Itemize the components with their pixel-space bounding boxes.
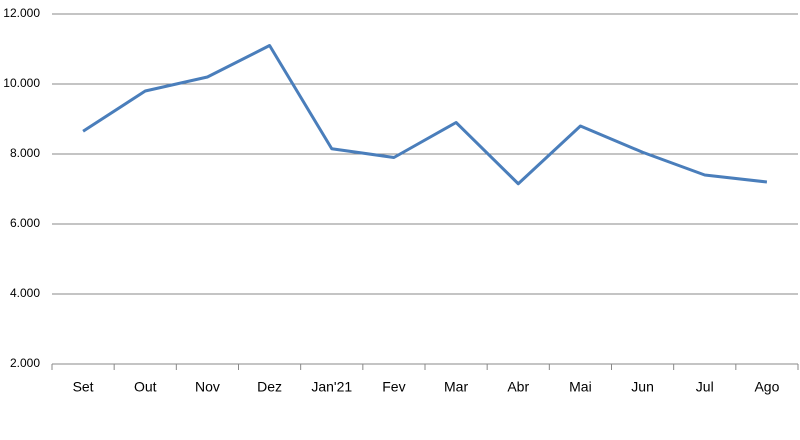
data-line bbox=[82, 44, 768, 186]
x-tick-label: Mar bbox=[444, 379, 468, 395]
y-tick-label: 8.000 bbox=[10, 146, 40, 160]
x-tick-label: Out bbox=[134, 379, 157, 395]
x-tick-label: Dez bbox=[257, 379, 282, 395]
y-tick-label: 4.000 bbox=[10, 286, 40, 300]
x-tick-label: Set bbox=[73, 379, 94, 395]
x-tick-label: Jan'21 bbox=[311, 379, 352, 395]
x-tick-label: Ago bbox=[754, 379, 779, 395]
x-tick-label: Nov bbox=[195, 379, 220, 395]
x-tick-label: Jul bbox=[696, 379, 714, 395]
y-tick-label: 6.000 bbox=[10, 216, 40, 230]
x-tick-label: Fev bbox=[382, 379, 405, 395]
x-tick-label: Abr bbox=[507, 379, 529, 395]
y-tick-label: 2.000 bbox=[10, 356, 40, 370]
y-tick-label: 12.000 bbox=[3, 6, 40, 20]
y-tick-label: 10.000 bbox=[3, 76, 40, 90]
x-tick-label: Mai bbox=[569, 379, 592, 395]
x-tick-label: Jun bbox=[631, 379, 654, 395]
